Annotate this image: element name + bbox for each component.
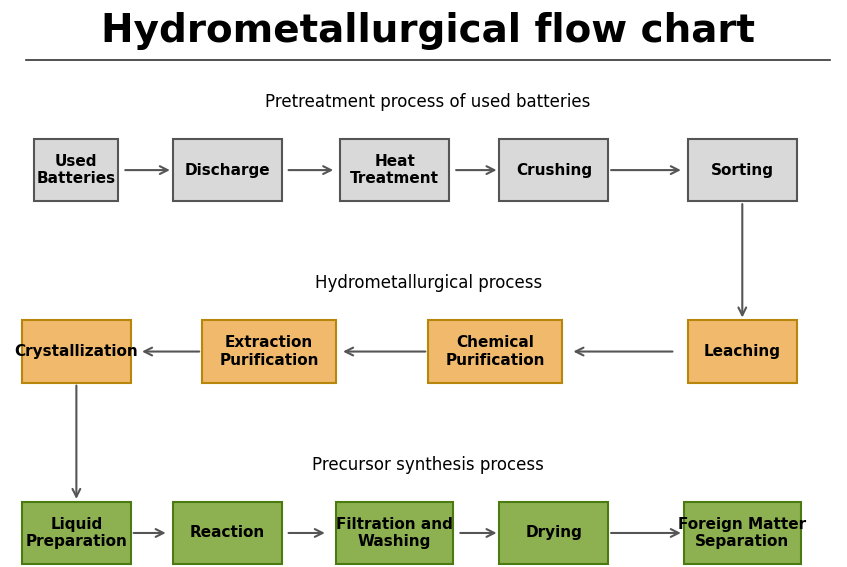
Text: Used
Batteries: Used Batteries (36, 154, 116, 187)
Text: Crushing: Crushing (516, 163, 592, 177)
Text: Liquid
Preparation: Liquid Preparation (25, 517, 127, 549)
FancyBboxPatch shape (684, 502, 801, 564)
Text: Hydrometallurgical process: Hydrometallurgical process (314, 274, 542, 293)
Text: Drying: Drying (525, 526, 582, 540)
Text: Extraction
Purification: Extraction Purification (219, 335, 318, 368)
FancyBboxPatch shape (336, 502, 453, 564)
FancyBboxPatch shape (22, 502, 130, 564)
Text: Foreign Matter
Separation: Foreign Matter Separation (678, 517, 806, 549)
Text: Hydrometallurgical flow chart: Hydrometallurgical flow chart (101, 12, 756, 50)
FancyBboxPatch shape (500, 502, 608, 564)
Text: Pretreatment process of used batteries: Pretreatment process of used batteries (265, 93, 591, 111)
FancyBboxPatch shape (173, 502, 281, 564)
Text: Discharge: Discharge (185, 163, 270, 177)
Text: Filtration and
Washing: Filtration and Washing (336, 517, 453, 549)
Text: Reaction: Reaction (190, 526, 265, 540)
FancyBboxPatch shape (202, 320, 336, 383)
FancyBboxPatch shape (688, 320, 797, 383)
Text: Chemical
Purification: Chemical Purification (446, 335, 545, 368)
FancyBboxPatch shape (500, 139, 608, 201)
Text: Heat
Treatment: Heat Treatment (350, 154, 440, 187)
FancyBboxPatch shape (22, 320, 130, 383)
Text: Sorting: Sorting (711, 163, 774, 177)
Text: Crystallization: Crystallization (14, 344, 138, 359)
FancyBboxPatch shape (688, 139, 797, 201)
Text: Precursor synthesis process: Precursor synthesis process (313, 456, 544, 474)
FancyBboxPatch shape (35, 139, 119, 201)
Text: Leaching: Leaching (704, 344, 781, 359)
FancyBboxPatch shape (340, 139, 449, 201)
FancyBboxPatch shape (429, 320, 562, 383)
FancyBboxPatch shape (173, 139, 281, 201)
